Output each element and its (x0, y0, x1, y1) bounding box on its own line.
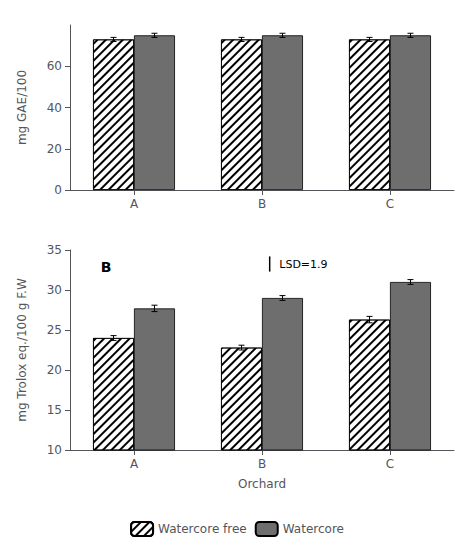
svg-text:40: 40 (47, 101, 62, 115)
svg-text:35: 35 (47, 243, 62, 257)
svg-text:C: C (386, 457, 394, 471)
svg-text:Orchard: Orchard (238, 477, 286, 491)
svg-text:A: A (130, 197, 139, 211)
svg-text:B: B (101, 259, 112, 275)
svg-text:15: 15 (47, 403, 62, 417)
svg-text:20: 20 (47, 142, 62, 156)
svg-text:B: B (258, 457, 266, 471)
svg-text:C: C (386, 197, 394, 211)
svg-text:LSD=1.9: LSD=1.9 (279, 258, 327, 271)
svg-text:Watercore free: Watercore free (158, 522, 247, 536)
svg-text:60: 60 (47, 59, 62, 73)
svg-text:Watercore: Watercore (283, 522, 344, 536)
svg-text:0: 0 (54, 183, 62, 197)
svg-text:30: 30 (47, 283, 62, 297)
svg-text:mg Trolox eq./100 g F.W: mg Trolox eq./100 g F.W (15, 278, 29, 422)
svg-text:B: B (258, 197, 266, 211)
svg-text:10: 10 (47, 443, 62, 457)
svg-text:A: A (130, 457, 139, 471)
svg-text:25: 25 (47, 323, 62, 337)
svg-text:mg GAE/100: mg GAE/100 (15, 70, 29, 145)
svg-text:20: 20 (47, 363, 62, 377)
